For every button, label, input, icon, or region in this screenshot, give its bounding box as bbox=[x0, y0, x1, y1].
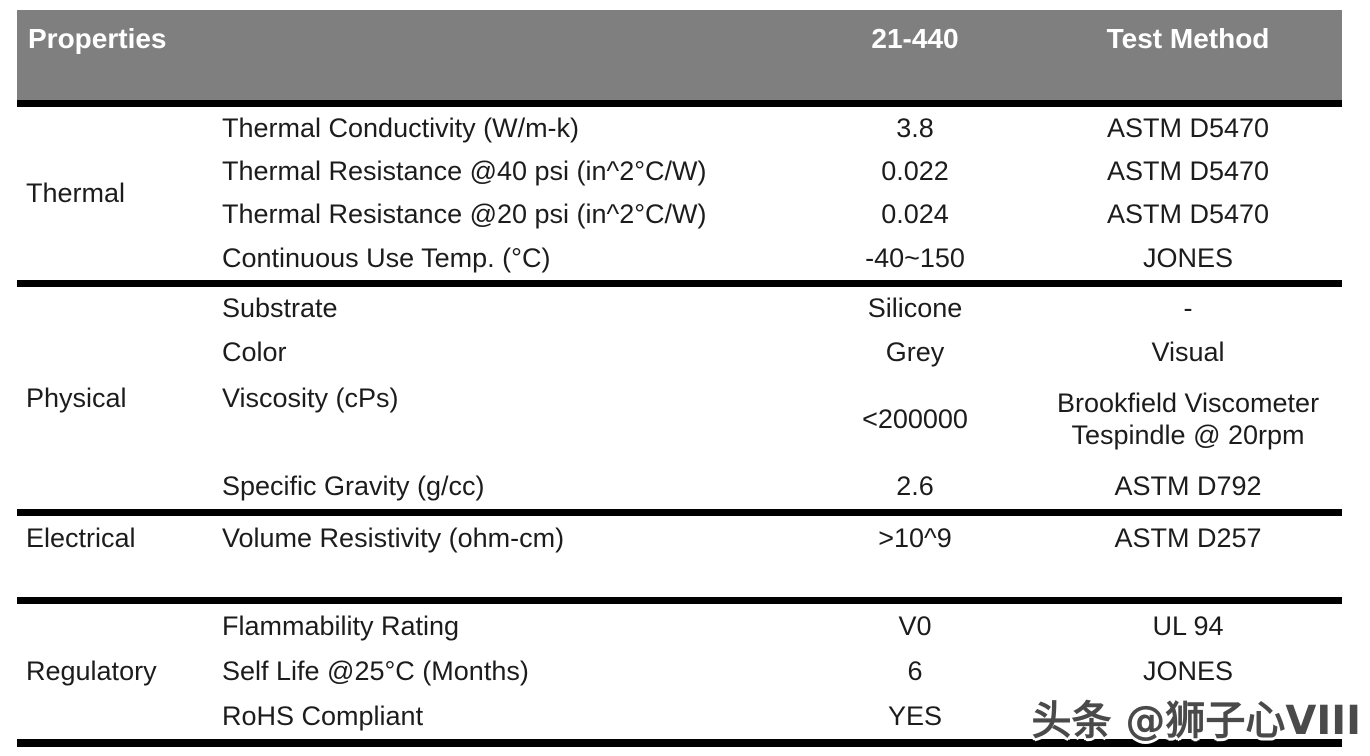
method-cell: Visual bbox=[1034, 330, 1342, 374]
group-label-regulatory: Regulatory bbox=[26, 656, 157, 687]
value-cell: V0 bbox=[898, 611, 932, 642]
value-cell: 3.8 bbox=[896, 113, 934, 144]
group-label-electrical: Electrical bbox=[26, 523, 136, 554]
section-regulatory: Regulatory Flammability Rating V0 UL 94 … bbox=[17, 597, 1342, 747]
method-text-line2: Tespindle @ 20rpm bbox=[1071, 420, 1305, 450]
method-cell: JONES bbox=[1034, 236, 1342, 280]
property-cell-empty bbox=[222, 561, 796, 597]
method-text: JONES bbox=[1142, 242, 1234, 273]
value-cell: 6 bbox=[907, 656, 923, 687]
property-cell: Flammability Rating bbox=[222, 611, 460, 642]
toutiao-watermark: 头条 @狮子心VIII bbox=[1031, 698, 1361, 744]
method-cell: ASTM D5470 bbox=[1034, 107, 1342, 150]
value-cell: 0.022 bbox=[881, 156, 949, 187]
method-text: JONES bbox=[1142, 656, 1234, 687]
method-cell: Brookfield Viscometer Tespindle @ 20rpm bbox=[1034, 374, 1342, 464]
value-cell: -40~150 bbox=[865, 242, 965, 273]
method-text: Visual bbox=[1151, 336, 1225, 367]
property-cell: Thermal Conductivity (W/m-k) bbox=[222, 113, 580, 144]
property-cell: Continuous Use Temp. (°C) bbox=[222, 242, 551, 273]
method-text: - bbox=[1183, 293, 1193, 324]
value-cell: YES bbox=[887, 701, 943, 732]
value-cell-empty bbox=[796, 561, 1034, 597]
header-properties: Properties bbox=[28, 23, 167, 54]
property-cell: Viscosity (cPs) bbox=[222, 383, 399, 413]
property-cell: Color bbox=[222, 336, 287, 367]
value-cell: Grey bbox=[885, 336, 945, 367]
value-cell: Silicone bbox=[867, 293, 963, 324]
method-cell: ASTM D5470 bbox=[1034, 150, 1342, 193]
method-cell: - bbox=[1034, 287, 1342, 330]
method-text-line1: Brookfield Viscometer bbox=[1056, 387, 1320, 418]
property-cell: Specific Gravity (g/cc) bbox=[222, 471, 485, 502]
method-cell: ASTM D257 bbox=[1034, 516, 1342, 561]
value-cell: 2.6 bbox=[896, 471, 934, 502]
method-cell-empty bbox=[1034, 561, 1342, 597]
section-thermal: Thermal Thermal Conductivity (W/m-k) 3.8… bbox=[17, 107, 1342, 280]
header-test-method: Test Method bbox=[1106, 23, 1270, 54]
value-cell: >10^9 bbox=[878, 523, 952, 554]
method-text: ASTM D257 bbox=[1114, 523, 1262, 554]
method-text: ASTM D5470 bbox=[1106, 156, 1270, 187]
spec-table: Properties 21-440 Test Method Thermal Th… bbox=[17, 10, 1342, 747]
group-label-thermal: Thermal bbox=[26, 178, 126, 209]
method-text: ASTM D5470 bbox=[1106, 113, 1270, 144]
method-cell: ASTM D792 bbox=[1034, 464, 1342, 509]
group-label-physical: Physical bbox=[26, 382, 127, 413]
header-product: 21-440 bbox=[871, 23, 959, 54]
section-electrical: Electrical Volume Resistivity (ohm-cm) >… bbox=[17, 509, 1342, 597]
table-header-row: Properties 21-440 Test Method bbox=[17, 10, 1342, 107]
property-cell: RoHS Compliant bbox=[222, 701, 424, 732]
method-text: ASTM D5470 bbox=[1106, 199, 1270, 230]
property-cell: Self Life @25°C (Months) bbox=[222, 656, 529, 687]
value-cell: 0.024 bbox=[881, 199, 949, 230]
method-text: UL 94 bbox=[1152, 611, 1224, 642]
method-cell: UL 94 bbox=[1034, 604, 1342, 649]
property-cell: Volume Resistivity (ohm-cm) bbox=[222, 523, 565, 554]
section-physical: Physical Substrate Silicone - Color Grey… bbox=[17, 280, 1342, 509]
method-text: ASTM D792 bbox=[1114, 471, 1262, 502]
value-cell: <200000 bbox=[862, 403, 968, 434]
method-cell: JONES bbox=[1034, 649, 1342, 694]
method-cell: ASTM D5470 bbox=[1034, 193, 1342, 236]
property-cell: Thermal Resistance @40 psi (in^2°C/W) bbox=[222, 156, 707, 187]
property-cell: Thermal Resistance @20 psi (in^2°C/W) bbox=[222, 199, 707, 230]
property-cell: Substrate bbox=[222, 293, 338, 324]
